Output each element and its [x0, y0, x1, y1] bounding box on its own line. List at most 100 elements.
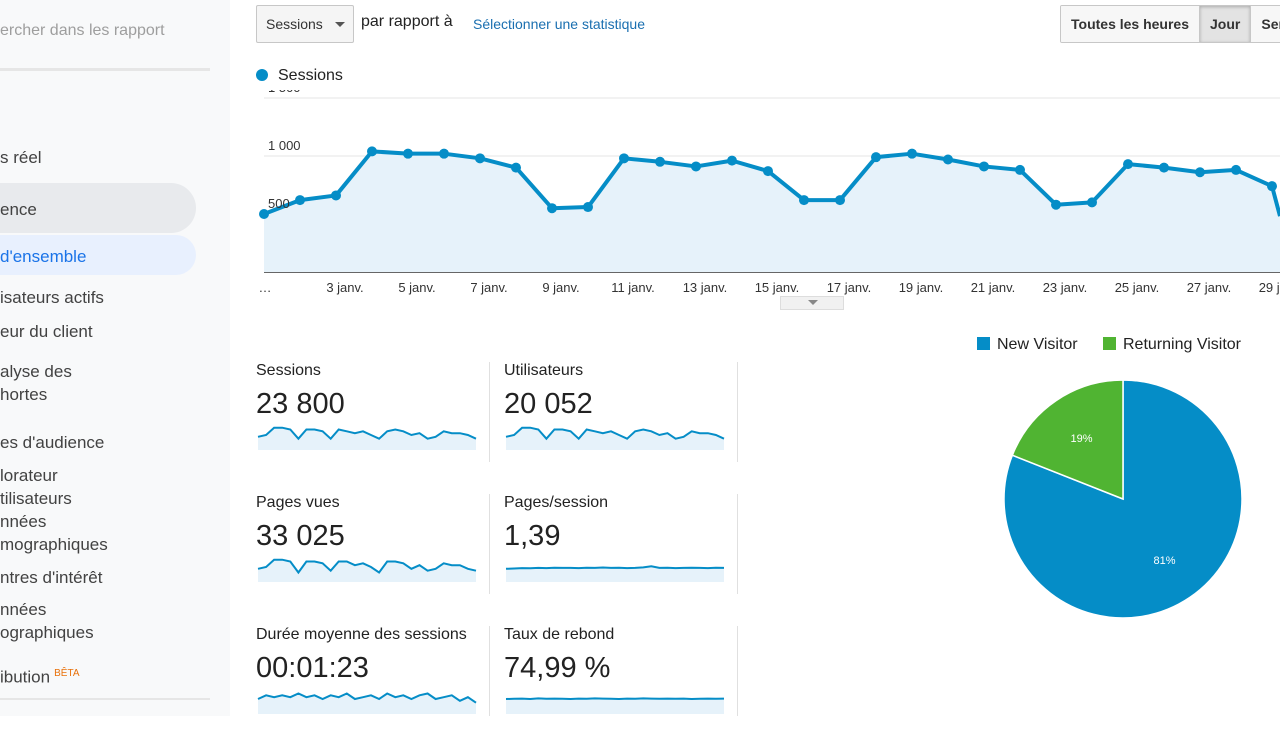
x-tick-label: 7 janv. [470, 280, 507, 295]
series-area [264, 151, 1280, 272]
scorecard-bounce-rate[interactable]: Taux de rebond 74,99 % [504, 626, 742, 731]
y-tick-label: 1 500 [268, 90, 301, 95]
x-tick-label: 17 janv. [827, 280, 872, 295]
search-underline [0, 68, 210, 71]
compare-label: par rapport à [361, 13, 453, 30]
sidebar-item-geo[interactable]: nnées ographiques [0, 598, 150, 644]
metric-dropdown[interactable]: Sessions [256, 5, 354, 43]
report-search-input[interactable]: ercher dans les rapport [0, 22, 165, 39]
users-sparkline [505, 426, 725, 450]
sparkline-area [258, 559, 476, 582]
data-point [979, 161, 989, 172]
sidebar-item-overview[interactable]: d'ensemble [0, 247, 87, 266]
sidebar-item-label: nnées ographiques [0, 600, 94, 642]
data-point [871, 152, 881, 163]
scorecard-pages-per-session[interactable]: Pages/session 1,39 [504, 494, 742, 599]
x-tick-label: 5 janv. [398, 280, 435, 295]
data-point [727, 155, 737, 166]
scorecard-value: 23 800 [256, 388, 345, 420]
sidebar-item-active-users[interactable]: isateurs actifs [0, 288, 104, 307]
sidebar-item-demographics[interactable]: nnées mographiques [0, 510, 150, 556]
data-point [259, 209, 269, 219]
data-point [943, 154, 953, 165]
sparkline-area [506, 698, 724, 714]
scorecard-pageviews[interactable]: Pages vues 33 025 [256, 494, 494, 599]
legend-dot-icon [256, 69, 268, 81]
data-point [1051, 199, 1061, 210]
sparkline-line [257, 692, 477, 704]
visitor-type-pie-chart[interactable]: 81% 19% [1000, 376, 1246, 622]
sidebar-item-label: lorateur tilisateurs [0, 466, 72, 508]
scorecard-label: Taux de rebond [504, 626, 615, 643]
sessions-sparkline [257, 426, 477, 450]
card-divider [489, 494, 490, 594]
granularity-week-button[interactable]: Sem [1251, 6, 1280, 42]
data-point [475, 153, 485, 164]
sparkline-area [258, 693, 476, 714]
x-tick-label: 11 janv. [611, 280, 655, 295]
pie-slice [1011, 379, 1124, 501]
sidebar-item-attribution[interactable]: ibution BÊTA [0, 662, 80, 689]
x-tick-label: 19 janv. [899, 280, 944, 295]
pie-legend-returning[interactable]: Returning Visitor [1103, 336, 1241, 354]
sidebar-item-cohort-analysis[interactable]: alyse des hortes [0, 360, 150, 406]
sessions-line-chart[interactable]: 1 500 1 000 500 … 3 janv. 5 janv. 7 janv. 9 jan… [255, 90, 1280, 305]
sparkline-line [505, 426, 725, 441]
sidebar-item-audience[interactable]: ence [0, 200, 37, 219]
sidebar-item-lifetime-value[interactable]: eur du client [0, 322, 93, 341]
sparkline-line [257, 426, 477, 441]
sparkline-area [258, 427, 476, 450]
granularity-toggle: Toutes les heures Jour Sem [1060, 5, 1280, 43]
card-divider [489, 626, 490, 716]
sidebar-item-label: ibution [0, 667, 51, 687]
chart-collapse-handle[interactable] [780, 296, 844, 310]
sidebar-item-interests[interactable]: ntres d'intérêt [0, 568, 103, 587]
data-point [1015, 164, 1025, 175]
sidebar-item-user-explorer[interactable]: lorateur tilisateurs [0, 464, 150, 510]
chevron-down-icon [335, 22, 345, 27]
scorecard-value: 20 052 [504, 388, 593, 420]
legend-label: Sessions [278, 67, 343, 84]
x-tick-label: 25 janv. [1115, 280, 1160, 295]
scorecard-label: Utilisateurs [504, 362, 584, 379]
sidebar-item-audiences[interactable]: es d'audience [0, 433, 105, 452]
y-tick-label: 500 [268, 196, 290, 211]
data-point [1159, 162, 1169, 173]
granularity-hourly-button[interactable]: Toutes les heures [1061, 6, 1201, 42]
data-point [403, 148, 413, 159]
scorecard-sessions[interactable]: Sessions 23 800 [256, 362, 494, 467]
pie-slice [1003, 379, 1243, 619]
card-divider [737, 494, 738, 594]
y-tick-label: 1 000 [268, 138, 301, 153]
bounce-rate-sparkline [505, 697, 725, 714]
x-tick-label: 29 janv. [1259, 280, 1280, 295]
legend-square-icon [977, 337, 990, 350]
data-point [583, 202, 593, 213]
triangle-down-icon [808, 300, 818, 305]
pageviews-sparkline [257, 558, 477, 582]
data-point [331, 190, 341, 201]
scorecard-users[interactable]: Utilisateurs 20 052 [504, 362, 742, 467]
scorecard-label: Sessions [256, 362, 321, 379]
data-point [295, 195, 305, 206]
sidebar-highlight-overview [0, 235, 196, 275]
sparkline-area [506, 566, 724, 582]
sparkline-line [505, 565, 725, 570]
scorecard-value: 33 025 [256, 520, 345, 552]
sparkline-area [506, 427, 724, 450]
granularity-day-button[interactable]: Jour [1200, 6, 1252, 42]
data-point [1123, 159, 1133, 170]
data-point [1087, 197, 1097, 208]
legend-square-icon [1103, 337, 1116, 350]
chart-legend: Sessions [256, 67, 343, 85]
scorecard-label: Durée moyenne des sessions [256, 626, 467, 643]
data-point [835, 195, 845, 206]
card-divider [489, 362, 490, 462]
x-tick-label: 9 janv. [542, 280, 579, 295]
select-statistic-link[interactable]: Sélectionner une statistique [473, 16, 645, 32]
sidebar-item-realtime[interactable]: s réel [0, 148, 42, 167]
beta-badge: BÊTA [54, 668, 80, 679]
data-point [511, 162, 521, 173]
scorecard-avg-session-duration[interactable]: Durée moyenne des sessions 00:01:23 [256, 626, 494, 731]
pie-legend-new[interactable]: New Visitor [977, 336, 1078, 354]
